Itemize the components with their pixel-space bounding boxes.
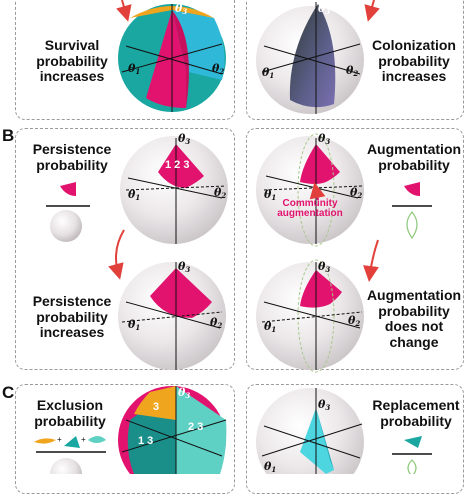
lens-icon-b bbox=[406, 211, 418, 240]
arrow-b-right bbox=[363, 239, 379, 282]
svg-text:θ3: θ3 bbox=[178, 132, 190, 146]
arrow-a-left bbox=[116, 0, 132, 22]
region-label-23: 2 3 bbox=[188, 421, 203, 433]
svg-text:θ1: θ1 bbox=[128, 318, 140, 332]
region-label-3: 3 bbox=[153, 401, 159, 413]
svg-text:θ1: θ1 bbox=[262, 66, 274, 80]
svg-text:θ1: θ1 bbox=[128, 62, 140, 76]
panel-a-left bbox=[15, 0, 235, 120]
section-letter-b: B bbox=[2, 126, 15, 145]
svg-text:θ2: θ2 bbox=[346, 64, 358, 78]
panel-b-left bbox=[15, 128, 235, 370]
replacement-icon-teal bbox=[404, 436, 422, 448]
label-persistence-probability: Persistence probability bbox=[32, 141, 112, 173]
lens-icon-c bbox=[407, 459, 417, 474]
label-exclusion-probability: Exclusion probability bbox=[34, 397, 106, 429]
plus-sign-1: + bbox=[57, 435, 62, 444]
augmentation-wedge-icon bbox=[404, 182, 420, 196]
sphere-b-top-right: θ3 θ1 θ2 Community augmentation bbox=[256, 132, 364, 247]
exclusion-icon-teal bbox=[64, 436, 80, 448]
community-augmentation-label-1: Community bbox=[283, 198, 338, 209]
svg-text:θ2: θ2 bbox=[350, 186, 362, 200]
svg-text:θ3: θ3 bbox=[318, 132, 330, 146]
sphere-c-right: θ3 θ1 bbox=[256, 388, 364, 474]
svg-text:θ2: θ2 bbox=[212, 62, 224, 76]
arrow-b-left bbox=[108, 229, 125, 280]
small-sphere-icon-c bbox=[50, 458, 82, 474]
label-survival-increases: Survival probability increases bbox=[36, 37, 108, 85]
sphere-c-left: θ3 3 2 3 1 3 bbox=[118, 386, 227, 474]
region-label-123: 1 2 3 bbox=[165, 159, 189, 171]
label-colonization-increases: Colonization probability increases bbox=[372, 37, 456, 85]
svg-text:θ3: θ3 bbox=[178, 260, 190, 274]
small-sphere-icon-b bbox=[50, 210, 82, 242]
svg-text:θ1: θ1 bbox=[264, 320, 276, 334]
svg-text:θ1: θ1 bbox=[264, 460, 276, 474]
plus-sign-2: + bbox=[81, 435, 86, 444]
svg-text:θ2: θ2 bbox=[214, 186, 226, 200]
svg-text:θ3: θ3 bbox=[175, 2, 187, 16]
svg-text:θ2: θ2 bbox=[348, 314, 360, 328]
panel-b-right bbox=[246, 128, 464, 370]
panel-a-right bbox=[246, 0, 464, 120]
sphere-b-bottom-right: θ3 θ1 θ2 bbox=[256, 259, 364, 373]
diagram-graphics: θ3 θ1 θ2 θ3 θ1 θ2 θ3 θ1 θ2 1 2 3 bbox=[34, 0, 432, 474]
svg-text:θ1: θ1 bbox=[264, 188, 276, 202]
svg-text:θ3: θ3 bbox=[318, 2, 330, 16]
exclusion-icon-orange bbox=[34, 438, 56, 444]
label-augmentation-no-change: Augmentation probability does not change bbox=[366, 287, 462, 351]
label-augmentation-probability: Augmentation probability bbox=[366, 141, 462, 173]
svg-text:θ3: θ3 bbox=[178, 386, 190, 400]
sphere-a-left: θ3 θ1 θ2 bbox=[118, 2, 226, 112]
region-label-13: 1 3 bbox=[138, 435, 153, 447]
persistence-wedge-icon bbox=[60, 182, 76, 196]
arrow-a-right bbox=[364, 0, 380, 22]
svg-text:θ3: θ3 bbox=[318, 398, 330, 412]
svg-text:θ2: θ2 bbox=[210, 316, 222, 330]
community-augmentation-label-2: augmentation bbox=[277, 208, 343, 219]
sphere-a-right: θ3 θ1 θ2 bbox=[256, 2, 364, 114]
sphere-b-bottom-left: θ3 θ1 θ2 bbox=[118, 260, 226, 370]
label-replacement-probability: Replacement probability bbox=[372, 397, 460, 429]
section-letter-c: C bbox=[2, 383, 15, 402]
svg-text:θ3: θ3 bbox=[318, 260, 330, 274]
exclusion-icon-cyan bbox=[88, 436, 106, 443]
sphere-b-top-left: θ3 θ1 θ2 1 2 3 bbox=[120, 132, 228, 244]
svg-text:θ1: θ1 bbox=[128, 188, 140, 202]
label-persistence-increases: Persistence probability increases bbox=[32, 293, 112, 341]
